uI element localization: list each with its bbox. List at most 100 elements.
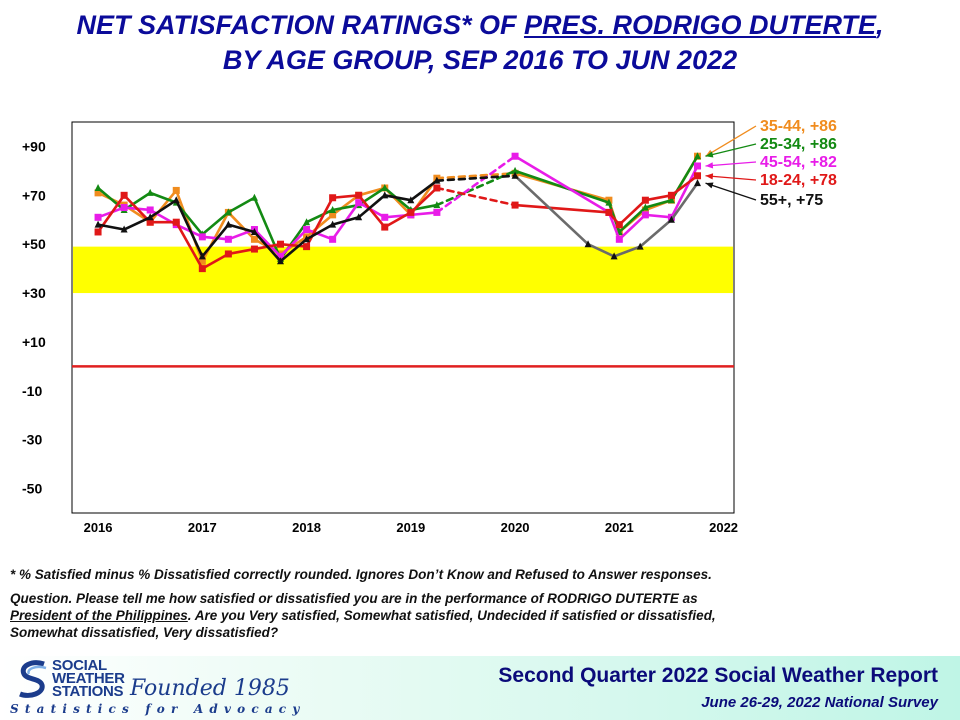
survey-date: June 26-29, 2022 National Survey (701, 694, 938, 711)
yellow-band (73, 246, 733, 294)
data-point-55+ (610, 252, 618, 260)
data-point-45-54 (615, 235, 623, 243)
data-point-25-34 (641, 203, 649, 211)
sws-logo-icon (19, 660, 47, 698)
data-point-45-54 (277, 252, 285, 260)
question-text-1: Question. Please tell me how satisfied o… (10, 591, 698, 606)
legend-label-35-44: 35-44, +86 (760, 118, 837, 135)
series-line-35-44 (435, 172, 517, 180)
report-title: Second Quarter 2022 Social Weather Repor… (498, 664, 938, 687)
legend-arrow-18-24 (705, 175, 757, 181)
series-line-55+ (253, 230, 282, 263)
logo-line-social: SOCIAL (52, 657, 107, 674)
data-point-18-24 (224, 250, 232, 258)
data-point-45-54 (433, 208, 441, 216)
series-line-45-54 (201, 235, 230, 241)
data-point-25-34 (667, 196, 675, 204)
data-point-25-34 (146, 188, 154, 196)
data-point-35-44 (250, 235, 258, 243)
legend-arrowhead-45-54 (705, 162, 714, 169)
series-line-55+ (227, 223, 256, 234)
series-line-18-24 (174, 220, 204, 270)
data-point-18-24 (303, 243, 311, 251)
x-tick-label: 2018 (292, 520, 321, 535)
series-line-25-34 (96, 186, 126, 212)
series-line-45-54 (435, 154, 517, 214)
y-tick-label: +90 (22, 138, 46, 154)
y-tick-label: +30 (22, 285, 46, 301)
founded-text: Founded 1985 (130, 676, 290, 701)
plot-area (71, 121, 735, 514)
series-line-18-24 (122, 194, 152, 224)
data-point-55+ (407, 196, 415, 204)
chart-title-line1: NET SATISFACTION RATINGS* OF PRES. RODRI… (0, 8, 960, 42)
data-point-18-24 (694, 172, 702, 180)
title-comma: , (876, 10, 884, 40)
data-point-35-44 (94, 189, 102, 197)
data-point-35-44 (198, 257, 206, 265)
data-point-25-34 (329, 205, 337, 213)
y-tick-label: -50 (22, 481, 42, 497)
data-point-25-34 (433, 201, 441, 209)
data-point-45-54 (694, 162, 702, 170)
data-point-45-54 (120, 204, 128, 212)
series-line-45-54 (618, 213, 647, 241)
series-line-55+ (96, 223, 126, 231)
series-line-18-24 (644, 194, 673, 202)
data-point-55+ (172, 196, 180, 204)
data-point-55+ (381, 191, 389, 199)
x-tick-label: 2017 (188, 520, 217, 535)
question-underlined: President of the Philippines (10, 608, 188, 623)
series-line-55+ (357, 194, 387, 219)
series-line-45-54 (253, 228, 282, 258)
series-line-55+ (383, 194, 413, 202)
series-line-55+ (122, 216, 152, 231)
question-text-2: . Are you Very satisfied, Somewhat satis… (187, 608, 716, 623)
data-point-35-44 (172, 186, 180, 194)
series-line-25-34 (227, 196, 256, 214)
series-line-45-54 (644, 213, 673, 219)
data-point-55+ (198, 252, 206, 260)
data-point-55+ (277, 257, 285, 265)
series-line-35-44 (148, 189, 178, 224)
line-chart: +90 +70 +50 +30 +10 -10 -30 -50 2016 2017 2018 2019… (22, 118, 837, 535)
sws-logo-text: SOCIAL WEATHER STATIONS (52, 657, 125, 699)
data-point-18-24 (605, 208, 613, 216)
series-line-18-24 (305, 196, 334, 248)
series-line-55+ (279, 238, 308, 263)
data-point-45-54 (94, 213, 102, 221)
question-text-3: Somewhat dissatisfied, Very dissatisfied… (10, 625, 279, 640)
series-line-55+ (201, 223, 230, 258)
data-point-18-24 (641, 196, 649, 204)
y-tick-label: -10 (22, 383, 42, 399)
legend-label-25-34: 25-34, +86 (760, 136, 837, 153)
series-line-25-34 (513, 169, 611, 204)
legend-arrow-35-44 (705, 125, 757, 157)
data-point-45-54 (303, 226, 311, 234)
data-point-25-34 (224, 208, 232, 216)
data-point-18-24 (433, 184, 441, 192)
data-point-18-24 (250, 245, 258, 253)
series-line-55+ (331, 216, 360, 226)
data-point-45-54 (198, 233, 206, 241)
series-line-55+ (612, 245, 642, 258)
data-point-45-54 (355, 199, 363, 207)
footer-bar: SOCIAL WEATHER STATIONS Founded 1985 Sta… (0, 656, 960, 720)
data-point-18-24 (667, 191, 675, 199)
legend-arrowhead-18-24 (705, 173, 714, 180)
series-line-55+ (435, 174, 517, 182)
series-line-55+ (174, 198, 204, 258)
legend-arrow-45-54 (705, 161, 757, 167)
y-tick-label: +50 (22, 236, 46, 252)
data-point-25-34 (303, 218, 311, 226)
legend-arrow-25-34 (705, 143, 757, 157)
series-line-18-24 (670, 174, 699, 197)
data-point-55+ (224, 220, 232, 228)
series-line-55+ (638, 218, 673, 248)
data-point-55+ (303, 235, 311, 243)
data-point-25-34 (381, 183, 389, 191)
data-point-55+ (94, 220, 102, 228)
data-point-55+ (433, 176, 441, 184)
x-tick-label: 2019 (396, 520, 425, 535)
data-point-25-34 (94, 183, 102, 191)
